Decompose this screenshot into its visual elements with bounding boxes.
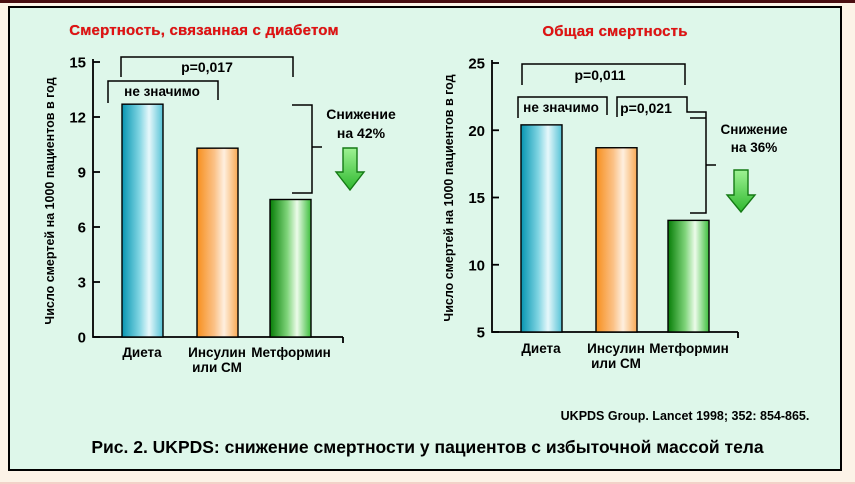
citation-text: UKPDS Group. Lancet 1998; 352: 854-865. xyxy=(560,409,810,423)
y-tick-label: 10 xyxy=(468,257,485,274)
bracket xyxy=(107,80,219,103)
y-tick-label: 6 xyxy=(78,220,86,237)
left-reduction-line2: на 42% xyxy=(336,125,386,141)
bar xyxy=(269,198,312,338)
figure-caption: Рис. 2. UKPDS: снижение смертности у пац… xyxy=(91,437,764,457)
x-category-label: Метформин xyxy=(251,345,331,360)
right-reduction-label: Снижение на 36% xyxy=(704,121,804,157)
x-category-label: Метформин xyxy=(649,341,729,356)
left-p-value-label: p=0,017 xyxy=(181,59,233,75)
bar xyxy=(121,103,164,338)
bracket xyxy=(292,104,322,194)
y-tick-label: 25 xyxy=(468,56,485,73)
x-category-label: Диета xyxy=(122,345,162,360)
bar xyxy=(196,147,239,338)
bar xyxy=(667,219,710,333)
x-category-label: Инсулин или СМ xyxy=(188,345,246,375)
bracket xyxy=(616,96,716,214)
left-not-significant-label: не значимо xyxy=(124,84,200,99)
y-tick-label: 20 xyxy=(468,123,485,140)
x-category-label: Диета xyxy=(521,341,561,356)
y-tick-label: 3 xyxy=(78,275,86,292)
left-chart-title: Смертность, связанная с диабетом xyxy=(69,22,339,39)
bracket xyxy=(120,56,294,77)
right-p-top-label: p=0,011 xyxy=(574,67,626,83)
right-not-significant-label: не значимо xyxy=(523,100,599,115)
right-p-mid-label: p=0,021 xyxy=(620,100,672,116)
right-y-axis-label: Число смертей на 1000 пациентов в год xyxy=(442,74,456,322)
y-tick-label: 15 xyxy=(468,190,485,207)
reduction-arrow-icon xyxy=(725,169,757,214)
reduction-arrow-icon xyxy=(334,147,366,192)
page-bottom-edge xyxy=(0,482,855,484)
bracket xyxy=(517,96,608,118)
right-reduction-line1: Снижение xyxy=(720,122,788,137)
left-reduction-line1: Снижение xyxy=(326,106,396,122)
bracket xyxy=(521,63,686,85)
right-reduction-line2: на 36% xyxy=(730,140,778,155)
page-top-edge xyxy=(0,0,855,3)
y-tick-label: 9 xyxy=(78,165,86,182)
y-tick-label: 15 xyxy=(69,55,86,72)
right-chart-title: Общая смертность xyxy=(542,23,688,40)
y-tick-label: 12 xyxy=(69,110,86,127)
y-tick-label: 5 xyxy=(477,325,485,342)
left-y-axis-label: Число смертей на 1000 пациентов в год xyxy=(43,77,57,325)
left-reduction-label: Снижение на 42% xyxy=(313,105,409,143)
bar xyxy=(520,124,563,333)
bar xyxy=(595,147,638,333)
y-tick-label: 0 xyxy=(78,330,86,347)
x-category-label: Инсулин или СМ xyxy=(587,341,645,371)
